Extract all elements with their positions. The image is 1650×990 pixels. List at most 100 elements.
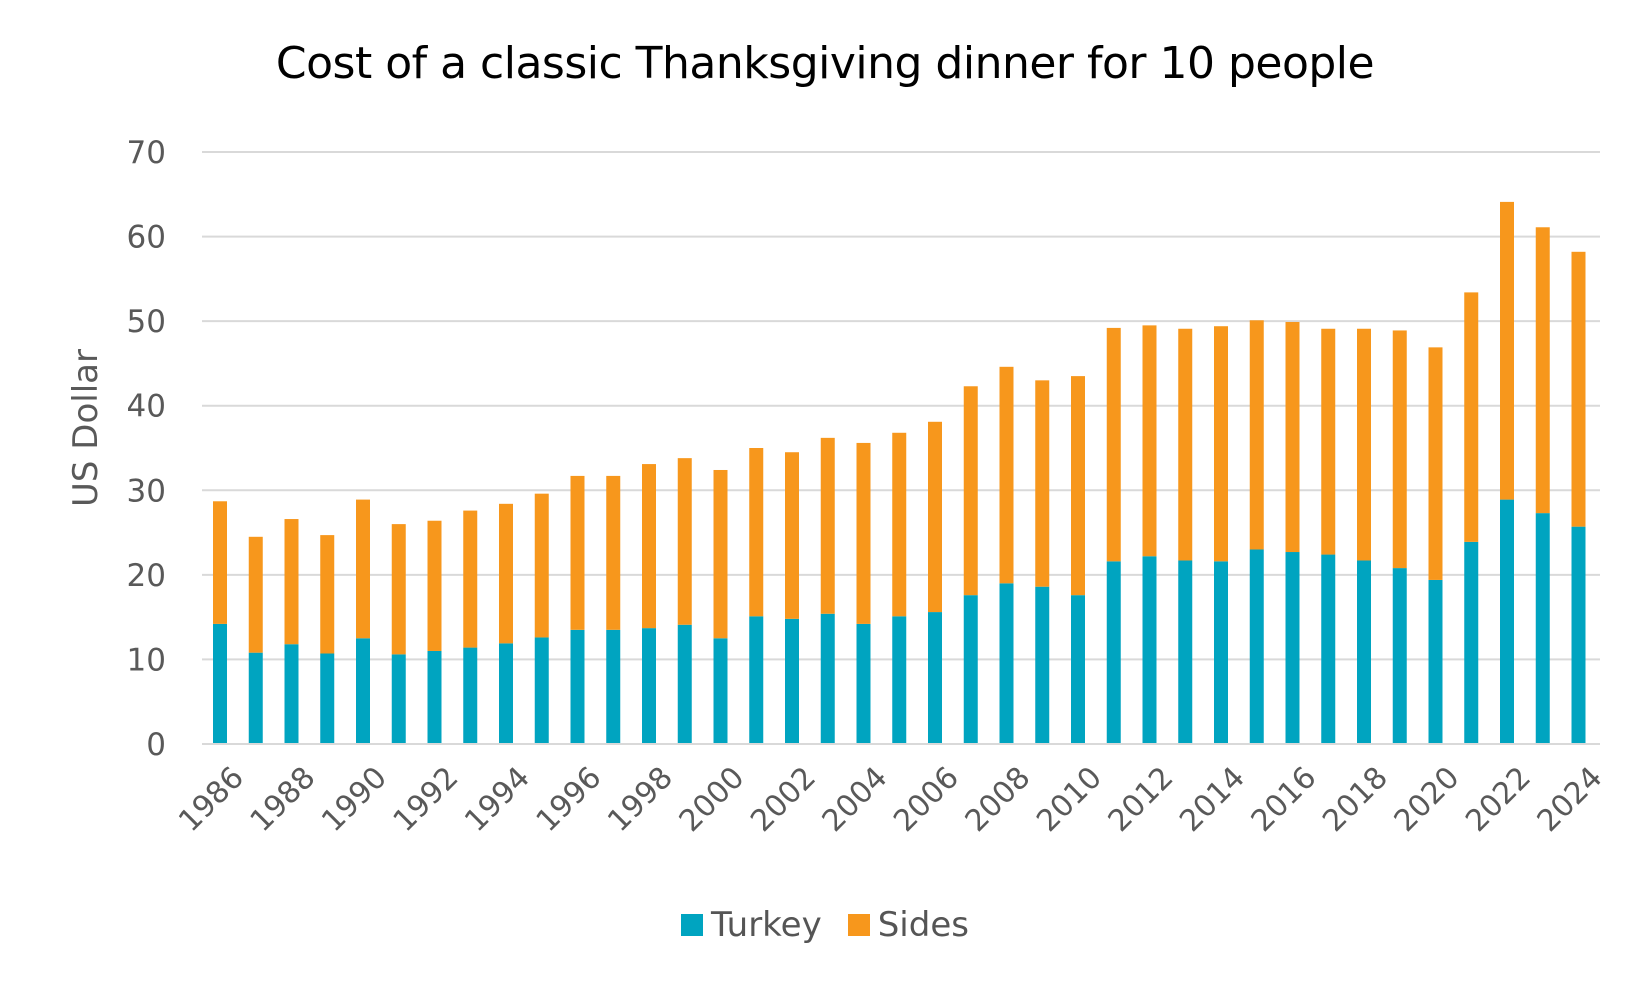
bar-sides-1988 <box>284 519 299 645</box>
x-tick-label: 2012 <box>1102 760 1181 839</box>
bar-sides-1987 <box>248 536 263 653</box>
bar-sides-2020 <box>1428 347 1443 580</box>
bar-sides-2009 <box>1035 380 1050 587</box>
bar-sides-1989 <box>320 535 335 654</box>
bar-turkey-1995 <box>534 637 549 744</box>
bar-turkey-1994 <box>499 643 513 744</box>
bar-sides-2000 <box>713 469 728 639</box>
bar-turkey-2003 <box>820 613 835 744</box>
bar-sides-2014 <box>1214 326 1228 562</box>
x-tick-label: 1996 <box>530 760 609 839</box>
legend-swatch-turkey <box>681 914 704 936</box>
bar-sides-1990 <box>356 499 370 639</box>
x-tick-label: 1998 <box>601 760 680 839</box>
bar-sides-1991 <box>391 524 406 655</box>
x-tick-label: 2018 <box>1316 760 1395 839</box>
bar-turkey-2001 <box>749 616 764 744</box>
chart-title: Cost of a classic Thanksgiving dinner fo… <box>275 38 1375 89</box>
bar-turkey-2023 <box>1535 513 1550 744</box>
x-tick-label: 1992 <box>387 760 466 839</box>
bar-sides-2005 <box>892 432 907 617</box>
bar-turkey-1988 <box>284 644 299 744</box>
bar-turkey-2004 <box>856 623 871 744</box>
bar-turkey-2009 <box>1035 586 1050 744</box>
bar-turkey-1997 <box>606 629 621 744</box>
legend-label-turkey: Turkey <box>711 905 822 945</box>
bar-turkey-2010 <box>1071 595 1085 744</box>
bar-turkey-1990 <box>356 638 370 744</box>
x-tick-label: 2022 <box>1459 760 1538 839</box>
bar-sides-2015 <box>1249 320 1264 550</box>
bar-sides-2003 <box>820 437 835 614</box>
bar-sides-1997 <box>606 475 621 630</box>
legend: Turkey Sides <box>0 905 1650 945</box>
x-tick-label: 2000 <box>673 760 752 839</box>
y-tick-label: 40 <box>127 389 166 425</box>
bar-turkey-2002 <box>785 618 799 744</box>
legend-item-turkey: Turkey <box>681 905 822 945</box>
x-tick-label: 2020 <box>1388 760 1467 839</box>
bar-sides-2011 <box>1106 327 1121 562</box>
bar-turkey-2016 <box>1285 552 1300 744</box>
bar-turkey-2013 <box>1178 560 1193 744</box>
bar-turkey-2020 <box>1428 579 1443 744</box>
bar-turkey-2005 <box>892 616 907 744</box>
x-tick-label: 1988 <box>244 760 323 839</box>
legend-swatch-sides <box>847 914 870 936</box>
bar-turkey-1993 <box>463 647 478 744</box>
x-tick-label: 2002 <box>744 760 823 839</box>
bar-turkey-1996 <box>570 629 585 744</box>
bar-sides-2008 <box>999 366 1014 584</box>
legend-label-sides: Sides <box>877 905 969 945</box>
y-tick-label: 70 <box>127 135 166 171</box>
bar-turkey-1989 <box>320 653 335 744</box>
bar-turkey-2012 <box>1142 556 1157 744</box>
y-tick-label: 0 <box>146 727 166 763</box>
x-tick-label: 1994 <box>458 760 537 839</box>
bar-turkey-1986 <box>213 623 227 744</box>
bar-sides-1998 <box>642 464 656 629</box>
bar-turkey-2000 <box>713 638 728 744</box>
bar-sides-2019 <box>1392 330 1407 569</box>
bar-sides-1994 <box>499 503 513 644</box>
x-tick-label: 2004 <box>816 760 895 839</box>
bar-sides-1996 <box>570 475 585 630</box>
bar-turkey-1987 <box>248 652 263 744</box>
bar-sides-2012 <box>1142 325 1157 557</box>
x-tick-label: 2008 <box>959 760 1038 839</box>
bar-sides-2004 <box>856 442 871 624</box>
bar-turkey-1998 <box>642 628 656 744</box>
bar-sides-2024 <box>1571 251 1586 527</box>
bar-sides-2022 <box>1500 201 1514 500</box>
bar-turkey-2015 <box>1249 549 1264 744</box>
bar-turkey-2021 <box>1464 541 1479 744</box>
bar-sides-2006 <box>928 421 942 613</box>
x-tick-label: 1986 <box>172 760 251 839</box>
bar-sides-2007 <box>963 386 978 596</box>
x-tick-label: 2016 <box>1245 760 1324 839</box>
bar-sides-2001 <box>749 448 764 617</box>
bar-sides-2016 <box>1285 321 1300 553</box>
bar-sides-1986 <box>213 501 227 624</box>
bar-turkey-2022 <box>1500 499 1514 744</box>
x-tick-label: 2024 <box>1531 760 1610 839</box>
bar-turkey-1991 <box>391 654 406 744</box>
y-tick-label: 60 <box>127 220 166 256</box>
bar-sides-2018 <box>1357 328 1371 561</box>
bar-sides-2010 <box>1071 376 1085 596</box>
bar-turkey-2017 <box>1321 554 1336 744</box>
bar-turkey-2007 <box>963 595 978 744</box>
bar-turkey-2024 <box>1571 526 1586 744</box>
bar-turkey-1999 <box>677 624 692 744</box>
bar-turkey-2008 <box>999 583 1014 744</box>
y-axis-label: US Dollar <box>66 349 106 507</box>
bar-sides-1992 <box>427 520 442 651</box>
bar-sides-2002 <box>785 452 799 619</box>
x-tick-label: 2014 <box>1173 760 1252 839</box>
bar-sides-2021 <box>1464 292 1479 542</box>
y-tick-label: 50 <box>127 304 166 340</box>
bar-turkey-2018 <box>1357 560 1371 744</box>
bar-sides-2023 <box>1535 227 1550 514</box>
x-tick-label: 2010 <box>1030 760 1109 839</box>
